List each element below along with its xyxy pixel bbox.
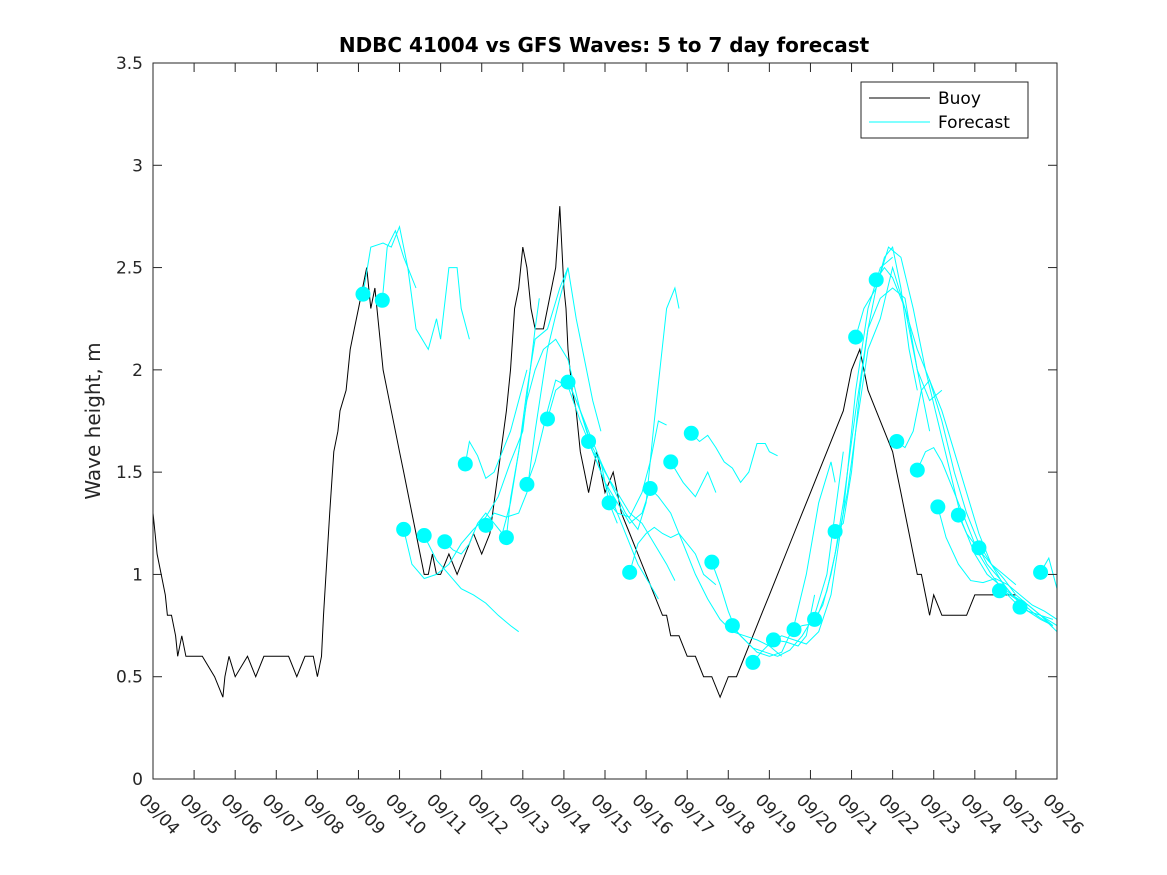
forecast-start-point — [457, 456, 473, 472]
forecast-start-point — [396, 521, 412, 537]
legend: Buoy Forecast — [860, 81, 1029, 139]
forecast-line-11 — [588, 441, 659, 600]
y-tick-label: 1.5 — [116, 463, 143, 483]
forecast-start-point — [355, 286, 371, 302]
forecast-start-point — [1012, 599, 1028, 615]
forecast-line-29 — [957, 514, 1054, 628]
forecast-start-point — [724, 618, 740, 634]
forecast-line-6 — [485, 267, 602, 526]
y-tick-label: 0 — [132, 770, 143, 790]
forecast-start-point — [868, 272, 884, 288]
forecast-line-3 — [423, 535, 519, 633]
forecast-start-point — [765, 632, 781, 648]
forecast-start-point — [560, 374, 576, 390]
forecast-start-point — [930, 499, 946, 515]
legend-box — [860, 81, 1029, 139]
forecast-line-1 — [381, 229, 470, 351]
forecast-line-2 — [403, 298, 540, 580]
plot-area — [152, 206, 1058, 699]
y-tick-label: 2 — [132, 361, 143, 381]
forecast-start-point — [704, 554, 720, 570]
forecast-start-point — [745, 654, 761, 670]
forecast-start-point — [622, 564, 638, 580]
chart-title: NDBC 41004 vs GFS Waves: 5 to 7 day fore… — [339, 33, 870, 57]
forecast-start-point — [1033, 564, 1049, 580]
forecast-start-point — [909, 462, 925, 478]
forecast-line-13 — [629, 526, 717, 586]
y-tick-label: 3.5 — [116, 54, 143, 74]
forecast-start-point — [663, 454, 679, 470]
forecast-line-24 — [855, 246, 1058, 627]
forecast-line-17 — [711, 461, 836, 657]
forecast-line-10 — [567, 286, 680, 531]
forecast-start-point — [601, 495, 617, 511]
forecast-start-point — [683, 425, 699, 441]
forecast-start-point — [848, 329, 864, 345]
forecast-line-27 — [916, 446, 1029, 612]
forecast-start-point — [374, 292, 390, 308]
y-tick-label: 1 — [132, 565, 143, 585]
forecast-line-5 — [464, 369, 528, 480]
y-tick-label: 0.5 — [116, 668, 143, 688]
forecast-start-point — [581, 433, 597, 449]
forecast-start-point — [416, 528, 432, 544]
forecast-start-point — [519, 476, 535, 492]
forecast-line-12 — [608, 420, 667, 518]
forecast-start-point — [827, 523, 843, 539]
forecast-line-15 — [670, 461, 717, 498]
forecast-start-point — [950, 507, 966, 523]
forecast-line-14 — [649, 488, 783, 657]
forecast-start-point — [807, 611, 823, 627]
forecast-line-22 — [814, 265, 943, 620]
forecast-line-28 — [937, 506, 1058, 620]
legend-forecast-label: Forecast — [938, 113, 1010, 133]
forecast-line-19 — [752, 594, 816, 663]
forecast-start-point — [437, 534, 453, 550]
forecast-start-point — [539, 411, 555, 427]
forecast-start-point — [498, 530, 514, 546]
forecast-start-point — [889, 433, 905, 449]
forecast-start-point — [991, 583, 1007, 599]
legend-buoy-label: Buoy — [938, 89, 981, 109]
forecast-start-point — [786, 622, 802, 638]
forecast-line-16 — [690, 432, 778, 484]
forecast-start-point — [971, 540, 987, 556]
y-axis-label: Wave height, m — [81, 342, 105, 499]
forecast-start-point — [478, 517, 494, 533]
forecast-start-point — [642, 481, 658, 497]
y-tick-label: 3 — [132, 156, 143, 176]
y-tick-label: 2.5 — [116, 259, 143, 279]
forecast-line-18 — [732, 451, 844, 657]
